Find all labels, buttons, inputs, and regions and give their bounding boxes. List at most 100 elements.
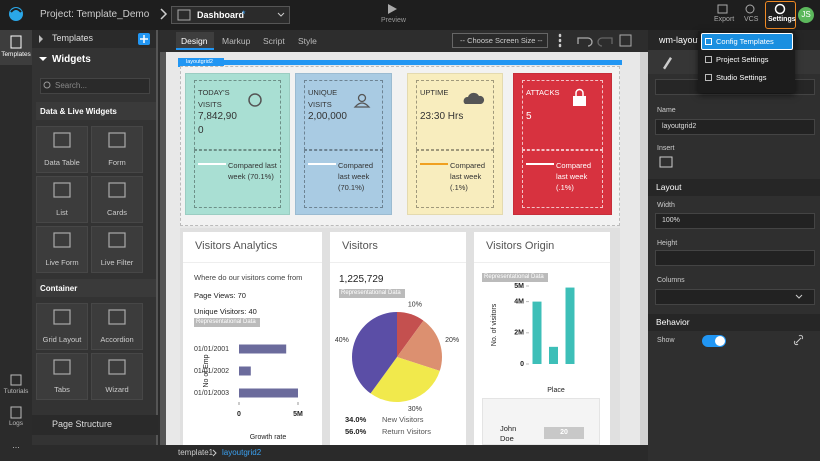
card-compare: Compared last week (70.1%) [228,161,277,181]
group-header [36,279,156,297]
editor-tab[interactable]: Style [298,36,317,46]
widget-label[interactable]: Wizard [105,385,129,394]
widgets-title[interactable]: Widgets [52,54,91,65]
width-input[interactable] [655,213,815,229]
panel-title: Visitors Origin [486,240,555,252]
property-value: 100% [662,217,680,224]
search-placeholder[interactable]: Search... [55,81,88,90]
editor-tab[interactable]: Script [263,36,285,46]
card-top [416,80,494,150]
panel-text: Unique Visitors: 40 [194,307,257,316]
screen-size-select[interactable] [452,33,548,48]
badge-text: Representational Data [484,274,544,280]
legend-label: New Visitors [382,415,424,424]
templates-header[interactable] [32,30,158,48]
page-name[interactable]: Dashboard [197,10,245,20]
card-value: 23:30 Hrs [420,111,464,122]
icon-rail [0,30,32,461]
show-toggle[interactable] [702,335,726,347]
height-input[interactable] [655,250,815,266]
widget-label[interactable]: Data Table [44,158,80,167]
widget-label[interactable]: Cards [106,208,127,217]
rail-more[interactable]: ... [12,440,20,450]
widget-label[interactable]: List [56,208,68,217]
settings-button[interactable] [765,1,796,29]
menu-icon [705,56,712,63]
compare-bar [420,163,448,165]
panel-divider [183,262,322,263]
project-name: Project: Template_Demo [40,9,150,20]
card-top [304,80,383,150]
panel-text: Where do our visitors come from [194,273,303,282]
badge [339,289,405,298]
editor-tab[interactable]: Markup [222,36,251,46]
vcs-button[interactable]: VCS [744,16,759,23]
widget-label[interactable]: Grid Layout [42,335,82,344]
menu-icon [705,38,712,45]
widget-label[interactable]: Accordion [100,335,134,344]
card-bottom [416,150,494,208]
menu-item[interactable]: Studio Settings [716,73,767,82]
breadcrumb-item[interactable]: layoutgrid2 [222,448,262,457]
card-compare: Compared last week (.1%) [556,161,592,192]
legend-value: 34.0% [345,415,367,424]
page-structure-title[interactable]: Page Structure [52,419,113,429]
card-bottom [304,150,383,208]
group-header [36,102,156,120]
screen-size-label[interactable]: -- Choose Screen Size -- [460,36,543,45]
badge-text: Representational Data [341,290,401,296]
rail-tutorials[interactable]: Tutorials [3,388,29,395]
widget-label[interactable]: Tabs [54,385,70,394]
templates-title[interactable]: Templates [52,33,94,43]
visitors-total: 1,225,729 [339,274,384,285]
page-structure-cover [32,415,158,435]
name-input[interactable] [655,119,815,135]
property-label: Insert [657,145,675,152]
card-value: 2,00,000 [308,111,347,122]
widget-label[interactable]: Form [108,158,126,167]
menu-item[interactable]: Project Settings [716,55,769,64]
page-select[interactable] [171,6,290,24]
card-compare: Compared last week (70.1%) [338,161,374,192]
tab-active[interactable] [176,32,214,50]
search-box[interactable] [40,78,150,94]
widget-label[interactable]: Live Form [45,258,79,267]
property-value: layoutgrid2 [662,123,697,130]
table-cell [544,427,584,439]
menu-highlight[interactable] [701,33,793,50]
property-label: Show [657,337,675,344]
rail-templates[interactable]: Templates [1,51,31,58]
stat-card [513,73,612,215]
grid-tag [178,58,224,67]
panel-title: Visitors Analytics [195,240,278,252]
panel [330,232,466,445]
columns-select[interactable] [655,289,815,305]
widget-tile[interactable] [36,303,88,350]
widget-label[interactable]: Live Filter [100,258,134,267]
grid-bar [178,60,622,65]
stat-card [295,73,392,215]
avatar-initials[interactable]: JS [801,10,811,19]
group-title: Container [40,284,78,293]
right-tab[interactable]: wm-layout [659,35,701,45]
stat-card [185,73,290,215]
export-button[interactable]: Export [714,16,735,23]
card-value: 5 [526,111,532,122]
breadcrumb-item[interactable]: template1 [178,448,214,457]
property-label: Columns [657,277,685,284]
rail-active[interactable] [0,30,32,65]
badge-text: Representational Data [196,319,256,325]
menu-item[interactable]: Config Templates [716,37,774,46]
editor-tab[interactable]: Design [181,36,208,46]
card-compare: Compared last week (.1%) [450,161,486,192]
add-button[interactable] [138,33,150,45]
table-cell-text: 20 [560,429,568,436]
card-value: 7,842,900 [198,111,237,136]
preview-button[interactable]: Preview [381,17,406,24]
panel-text: Page Views: 70 [194,291,246,300]
panel-divider [474,262,610,263]
settings-label[interactable]: Settings [768,16,796,23]
card-title: UNIQUE VISITS [308,88,338,109]
rail-logs[interactable]: Logs [8,420,24,427]
section-title: Layout [656,182,682,192]
